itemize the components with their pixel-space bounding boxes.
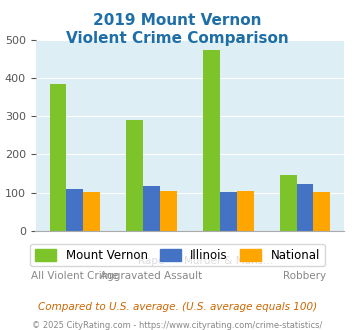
Bar [160,191,177,231]
Text: © 2025 CityRating.com - https://www.cityrating.com/crime-statistics/: © 2025 CityRating.com - https://www.city… [32,321,323,330]
Bar [66,189,83,231]
Bar [143,186,160,231]
Text: Compared to U.S. average. (U.S. average equals 100): Compared to U.S. average. (U.S. average … [38,302,317,312]
Text: All Violent Crime: All Violent Crime [31,271,119,281]
Text: Violent Crime Comparison: Violent Crime Comparison [66,31,289,46]
Bar [220,192,237,231]
Bar [50,84,66,231]
Bar [313,192,330,231]
Text: Rape: Rape [138,256,165,266]
Bar [83,192,100,231]
Bar [296,184,313,231]
Bar [280,175,296,231]
Text: Robbery: Robbery [283,271,327,281]
Legend: Mount Vernon, Illinois, National: Mount Vernon, Illinois, National [31,244,324,266]
Text: Murder & Mans...: Murder & Mans... [184,256,273,266]
Text: Aggravated Assault: Aggravated Assault [100,271,203,281]
Bar [126,120,143,231]
Bar [237,191,253,231]
Bar [203,50,220,231]
Text: 2019 Mount Vernon: 2019 Mount Vernon [93,13,262,28]
